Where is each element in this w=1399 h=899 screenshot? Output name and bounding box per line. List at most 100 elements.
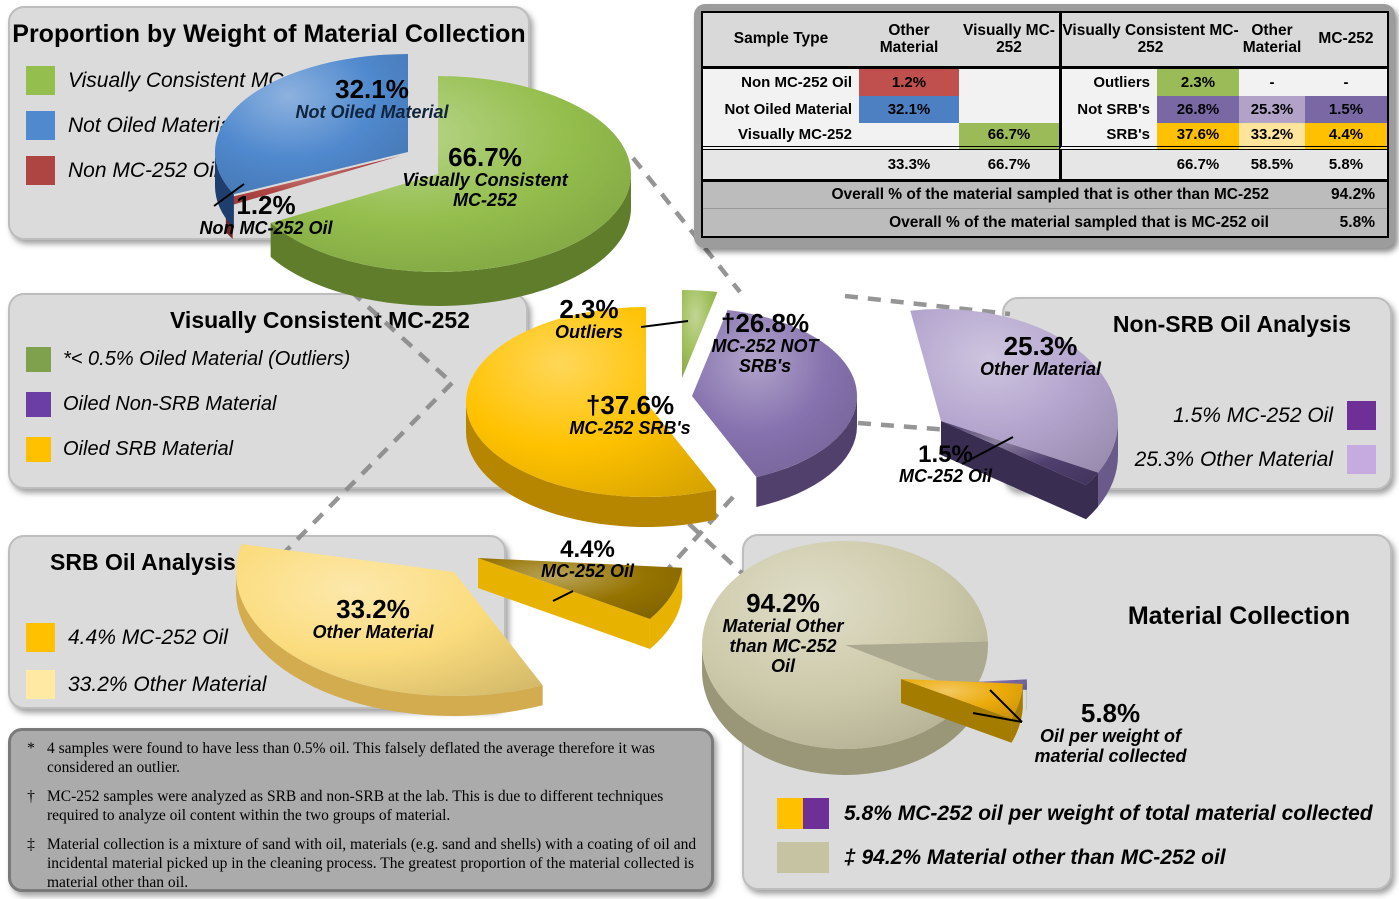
summary-table: Sample Type Other Material Visually MC-2… [701,11,1389,238]
legend-item-other-material: 33.2% Other Material [26,670,266,699]
callout-mc252-srbs: †37.6% MC-252 SRB's [569,390,691,439]
row-label: Non MC-252 Oil [703,69,859,96]
overall-label: Overall % of the material sampled that i… [831,186,1269,203]
totals-row-spacer [703,150,859,182]
overall-row: Overall % of the material sampled that i… [703,182,1387,209]
callout-visually-consistent: 66.7% Visually Consistent MC-252 [402,142,568,211]
panel-vc-title: Visually Consistent MC-252 [170,307,470,333]
totals-cell: 58.5% [1239,150,1305,182]
gold-swatch-icon [777,798,803,829]
col-header: MC-252 [1305,13,1387,69]
light-purple-swatch-icon [1347,445,1376,474]
blue-swatch-icon [26,111,55,140]
tan-swatch-icon [777,842,829,873]
dual-swatch-icon [777,798,829,829]
footnote-text: MC-252 samples were analyzed as SRB and … [47,788,664,824]
legend-label: 4.4% MC-252 Oil [68,625,228,649]
purple-swatch-icon [26,392,51,417]
table-cell: 25.3% [1239,96,1305,123]
col-header: Other Material [1239,13,1305,69]
table-cell: 37.6% [1157,123,1239,150]
overall-label: Overall % of the material sampled that i… [889,213,1269,231]
callout-mc-oil: 5.8% Oil per weight of material collecte… [1034,698,1187,767]
legend-label: ‡ 94.2% Material other than MC-252 oil [844,845,1226,869]
panel-footnotes: * 4 samples were found to have less than… [8,728,714,892]
table-cell: 2.3% [1157,69,1239,96]
col-header: Sample Type [703,13,859,69]
legend-item-mc252-oil: 4.4% MC-252 Oil [26,623,228,652]
row-label: Not Oiled Material [703,96,859,123]
table-cell: 26.8% [1157,96,1239,123]
callout-not-oiled: 32.1% Not Oiled Material [295,74,449,123]
legend-item-mc252-oil-combined: 5.8% MC-252 oil per weight of total mate… [777,798,1373,829]
table-cell [959,96,1059,123]
callout-mc-other: 94.2% Material Other than MC-252 Oil [722,588,844,676]
row-label: Outliers [1059,69,1157,96]
table-cell: 4.4% [1305,123,1387,150]
footnote-dagger: † MC-252 samples were analyzed as SRB an… [21,788,701,825]
callout-mc252-not-srbs: †26.8% MC-252 NOT SRB's [711,308,819,377]
callout-nonsrb-other: 25.3% Other Material [979,331,1102,380]
table-cell [859,123,959,150]
callout-nonsrb-oil: 1.5% MC-252 Oil [898,441,993,487]
row-label: Visually MC-252 [703,123,859,150]
dark-purple-swatch-icon [1347,401,1376,430]
col-header: Visually Consistent MC-252 [1059,13,1239,69]
totals-cell: 5.8% [1305,150,1387,182]
legend-item-oiled-non-srb: Oiled Non-SRB Material [26,392,276,417]
table-cell: 32.1% [859,96,959,123]
light-yellow-swatch-icon [26,670,55,699]
totals-cell: 33.3% [859,150,959,182]
footnote-symbol: * [27,740,35,757]
totals-cell: 66.7% [1157,150,1239,182]
gold-swatch-icon [26,623,55,652]
panel-proportion-title: Proportion by Weight of Material Collect… [12,20,526,48]
footnote-text: Material collection is a mixture of sand… [47,836,697,891]
overall-value: 94.2% [1331,186,1375,203]
legend-item-non-mc252: Non MC-252 Oil [26,156,219,185]
red-swatch-icon [26,156,55,185]
legend-label: 1.5% MC-252 Oil [1173,403,1333,427]
legend-label: 25.3% Other Material [1134,447,1333,471]
callout-srb-oil: 4.4% MC-252 Oil [540,536,635,582]
pie-slice-side [756,396,857,508]
footnote-text: 4 samples were found to have less than 0… [47,740,655,776]
legend-item-not-oiled: Not Oiled Material [26,111,236,140]
row-label: SRB's [1059,123,1157,150]
legend-label: Non MC-252 Oil [68,158,219,182]
callout-non-mc252-oil: 1.2% Non MC-252 Oil [199,190,333,239]
overall-value: 5.8% [1339,213,1375,231]
callout-outliers: 2.3% Outliers [554,294,624,343]
legend-item-oiled-srb: Oiled SRB Material [26,437,233,462]
gold-swatch-icon [26,437,51,462]
summary-table-frame: Sample Type Other Material Visually MC-2… [694,4,1395,248]
panel-visually-consistent: Visually Consistent MC-252 *< 0.5% Oiled… [8,293,528,489]
table-cell [959,69,1059,96]
footnote-symbol: † [27,788,35,806]
totals-row-spacer [1059,150,1157,182]
overall-row: Overall % of the material sampled that i… [703,209,1387,236]
legend-item-outliers: *< 0.5% Oiled Material (Outliers) [26,347,350,372]
legend-label: Oiled SRB Material [63,438,234,460]
callout-srb-other: 33.2% Other Material [312,594,434,643]
footnote-asterisk: * 4 samples were found to have less than… [21,740,701,777]
table-cell: 66.7% [959,123,1059,150]
col-header: Visually MC-252 [959,13,1059,69]
legend-item-other-material: ‡ 94.2% Material other than MC-252 oil [777,842,1226,873]
legend-label: Oiled Non-SRB Material [63,393,277,415]
panel-non-srb: Non-SRB Oil Analysis 1.5% MC-252 Oil 25.… [1002,297,1392,490]
table-cell: 1.5% [1305,96,1387,123]
totals-cell: 66.7% [959,150,1059,182]
panel-srb-title: SRB Oil Analysis [50,549,236,575]
legend-label: 5.8% MC-252 oil per weight of total mate… [844,801,1373,825]
table-cell: 1.2% [859,69,959,96]
footnote-double-dagger: ‡ Material collection is a mixture of sa… [21,836,701,892]
col-header: Other Material [859,13,959,69]
panel-mc-title: Material Collection [1127,602,1351,630]
green-swatch-icon [26,347,51,372]
legend-label: Not Oiled Material [68,113,237,137]
legend-label: *< 0.5% Oiled Material (Outliers) [63,348,351,370]
legend-label: 33.2% Other Material [68,672,267,696]
table-cell: 33.2% [1239,123,1305,150]
